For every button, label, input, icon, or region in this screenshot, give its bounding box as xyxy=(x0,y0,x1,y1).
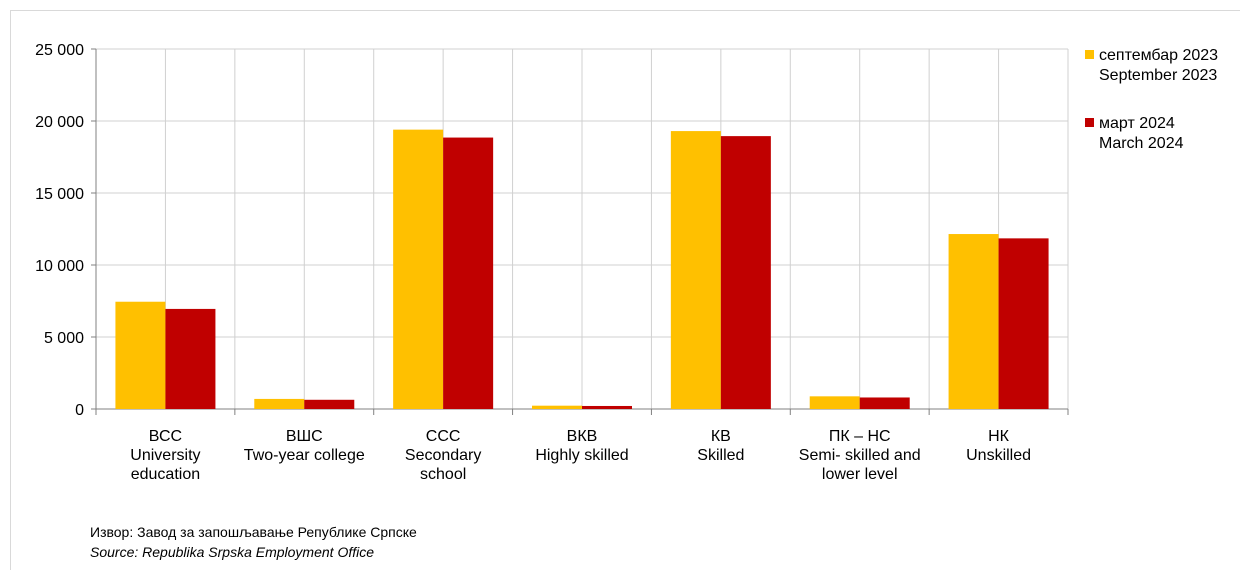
bar-march-2024 xyxy=(720,136,771,409)
x-category-label: ВШС Two-year college xyxy=(244,428,365,464)
x-category-label: КВ Skilled xyxy=(697,428,744,464)
y-tick-label: 25 000 xyxy=(35,42,84,59)
y-tick-label: 15 000 xyxy=(35,186,84,203)
legend-swatch xyxy=(1085,50,1094,59)
x-category-label: НК Unskilled xyxy=(966,428,1031,464)
bar-march-2024 xyxy=(859,397,910,409)
chart-frame xyxy=(10,10,1240,570)
y-tick-label: 0 xyxy=(75,402,84,419)
y-tick-label: 10 000 xyxy=(35,258,84,275)
bar-september-2023 xyxy=(809,396,860,409)
legend-label: март 2024 March 2024 xyxy=(1099,115,1184,152)
bar-march-2024 xyxy=(165,308,216,409)
bar-march-2024 xyxy=(304,399,355,409)
x-category-label: ССС Secondary school xyxy=(405,428,482,483)
bar-march-2024 xyxy=(443,137,494,409)
bar-september-2023 xyxy=(948,234,999,409)
legend-swatch xyxy=(1085,118,1094,127)
bar-march-2024 xyxy=(998,238,1049,409)
bar-september-2023 xyxy=(115,301,166,409)
bar-september-2023 xyxy=(670,131,721,409)
source-serbian: Извор: Завод за запошљавање Републике Ср… xyxy=(90,524,417,540)
source-english: Source: Republika Srpska Employment Offi… xyxy=(90,544,375,560)
bar-september-2023 xyxy=(254,398,305,409)
y-tick-label: 20 000 xyxy=(35,114,84,131)
bar-september-2023 xyxy=(532,405,582,409)
x-category-label: ПК – НС Semi- skilled and lower level xyxy=(799,428,921,483)
y-tick-label: 5 000 xyxy=(44,330,84,347)
x-category-label: ВКВ Highly skilled xyxy=(535,428,628,464)
x-category-label: ВСС University education xyxy=(130,428,200,483)
bar-september-2023 xyxy=(393,129,444,409)
source-note: Извор: Завод за запошљавање Републике Ср… xyxy=(90,522,417,562)
legend-label: септембар 2023 September 2023 xyxy=(1099,47,1218,84)
bar-march-2024 xyxy=(582,405,632,409)
